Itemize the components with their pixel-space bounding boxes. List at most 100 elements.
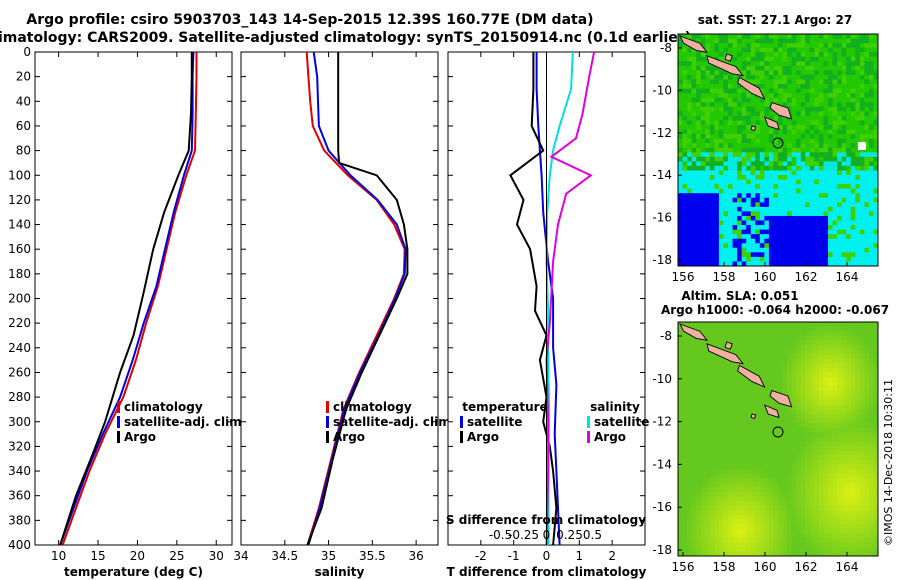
map-cell xyxy=(868,436,874,442)
map-cell xyxy=(864,111,870,117)
map-cell xyxy=(678,459,684,465)
map-cell xyxy=(746,510,752,516)
map-cell xyxy=(818,61,824,67)
x-tick-label: 15 xyxy=(90,549,105,563)
map-cell xyxy=(705,519,711,525)
map-cell xyxy=(859,404,865,410)
map-cell xyxy=(678,120,684,126)
map-cell xyxy=(805,367,811,373)
map-cell xyxy=(764,179,770,185)
map-cell xyxy=(709,546,715,552)
map-cell xyxy=(687,422,693,429)
series-line-argo xyxy=(59,52,193,546)
map-cell xyxy=(864,418,870,424)
map-cell xyxy=(800,455,806,461)
map-cell xyxy=(873,496,879,502)
map-cell xyxy=(855,464,861,470)
map-cell xyxy=(873,409,879,415)
map-cell xyxy=(682,505,688,511)
map-cell xyxy=(714,528,720,534)
map-cell xyxy=(791,523,797,529)
map-cell xyxy=(755,197,761,203)
map-cell xyxy=(791,496,797,502)
map-cell xyxy=(814,152,820,158)
map-cell xyxy=(809,533,815,539)
map-cell xyxy=(796,47,802,53)
map-cell xyxy=(764,134,770,140)
map-cell xyxy=(805,215,811,222)
map-cell xyxy=(768,175,774,181)
map-cell xyxy=(800,106,806,112)
map-cell xyxy=(859,193,865,199)
map-cell xyxy=(718,34,724,40)
map-cell xyxy=(728,478,734,484)
map-cell xyxy=(823,229,829,235)
map-cell xyxy=(841,413,847,419)
map-cell xyxy=(691,340,697,346)
map-cell xyxy=(859,188,865,194)
map-cell xyxy=(768,165,774,171)
map-cell xyxy=(841,102,847,108)
map-cell xyxy=(732,179,738,185)
map-cell xyxy=(750,56,756,62)
series-line-argo xyxy=(306,52,409,546)
map-cell xyxy=(832,537,838,543)
map-cell xyxy=(791,261,797,267)
map-cell xyxy=(855,436,861,442)
map-cell xyxy=(737,161,743,167)
map-cell xyxy=(873,247,879,253)
map-cell xyxy=(696,358,702,364)
map-cell xyxy=(832,367,838,373)
map-cell xyxy=(773,184,779,190)
map-cell xyxy=(723,156,729,162)
map-cell xyxy=(732,450,738,456)
map-cell xyxy=(850,409,856,415)
map-cell xyxy=(773,335,779,341)
map-cell xyxy=(764,197,770,203)
map-cell xyxy=(823,93,829,99)
map-cell xyxy=(850,542,856,548)
diff-legend-salinity-title: salinity xyxy=(590,400,640,414)
map-cell xyxy=(837,165,843,171)
map-cell xyxy=(809,34,815,40)
map-cell xyxy=(855,238,861,244)
map-cell xyxy=(700,455,706,461)
map-cell xyxy=(709,252,715,258)
map-cell xyxy=(723,147,729,153)
map-cell xyxy=(746,65,752,71)
map-cell xyxy=(814,482,820,488)
map-cell xyxy=(846,161,852,167)
map-cell xyxy=(846,252,852,258)
map-cell xyxy=(741,106,747,112)
map-cell xyxy=(746,400,752,406)
map-cell xyxy=(787,533,793,539)
map-cell xyxy=(796,367,802,373)
map-cell xyxy=(796,551,802,557)
map-cell xyxy=(764,367,770,373)
map-cell xyxy=(873,386,879,392)
map-cell xyxy=(732,482,738,488)
map-cell xyxy=(746,436,752,442)
map-cell xyxy=(818,238,824,244)
map-cell xyxy=(837,97,843,103)
map-cell xyxy=(746,202,752,208)
map-cell xyxy=(818,134,824,140)
map-cell xyxy=(855,491,861,497)
map-cell xyxy=(723,537,729,543)
map-cell xyxy=(873,134,879,140)
map-cell xyxy=(759,102,765,108)
map-cell xyxy=(718,395,724,401)
map-cell xyxy=(696,482,702,488)
sst-islands xyxy=(679,35,793,132)
map-cell xyxy=(709,74,715,80)
map-cell xyxy=(873,390,879,396)
map-cell xyxy=(705,413,711,419)
map-cell xyxy=(787,455,793,461)
map-cell xyxy=(718,372,724,378)
map-cell xyxy=(782,468,788,474)
map-cell xyxy=(859,386,865,392)
map-cell xyxy=(828,445,834,451)
map-cell xyxy=(818,229,824,235)
map-cell xyxy=(746,533,752,539)
map-cell xyxy=(678,372,684,378)
